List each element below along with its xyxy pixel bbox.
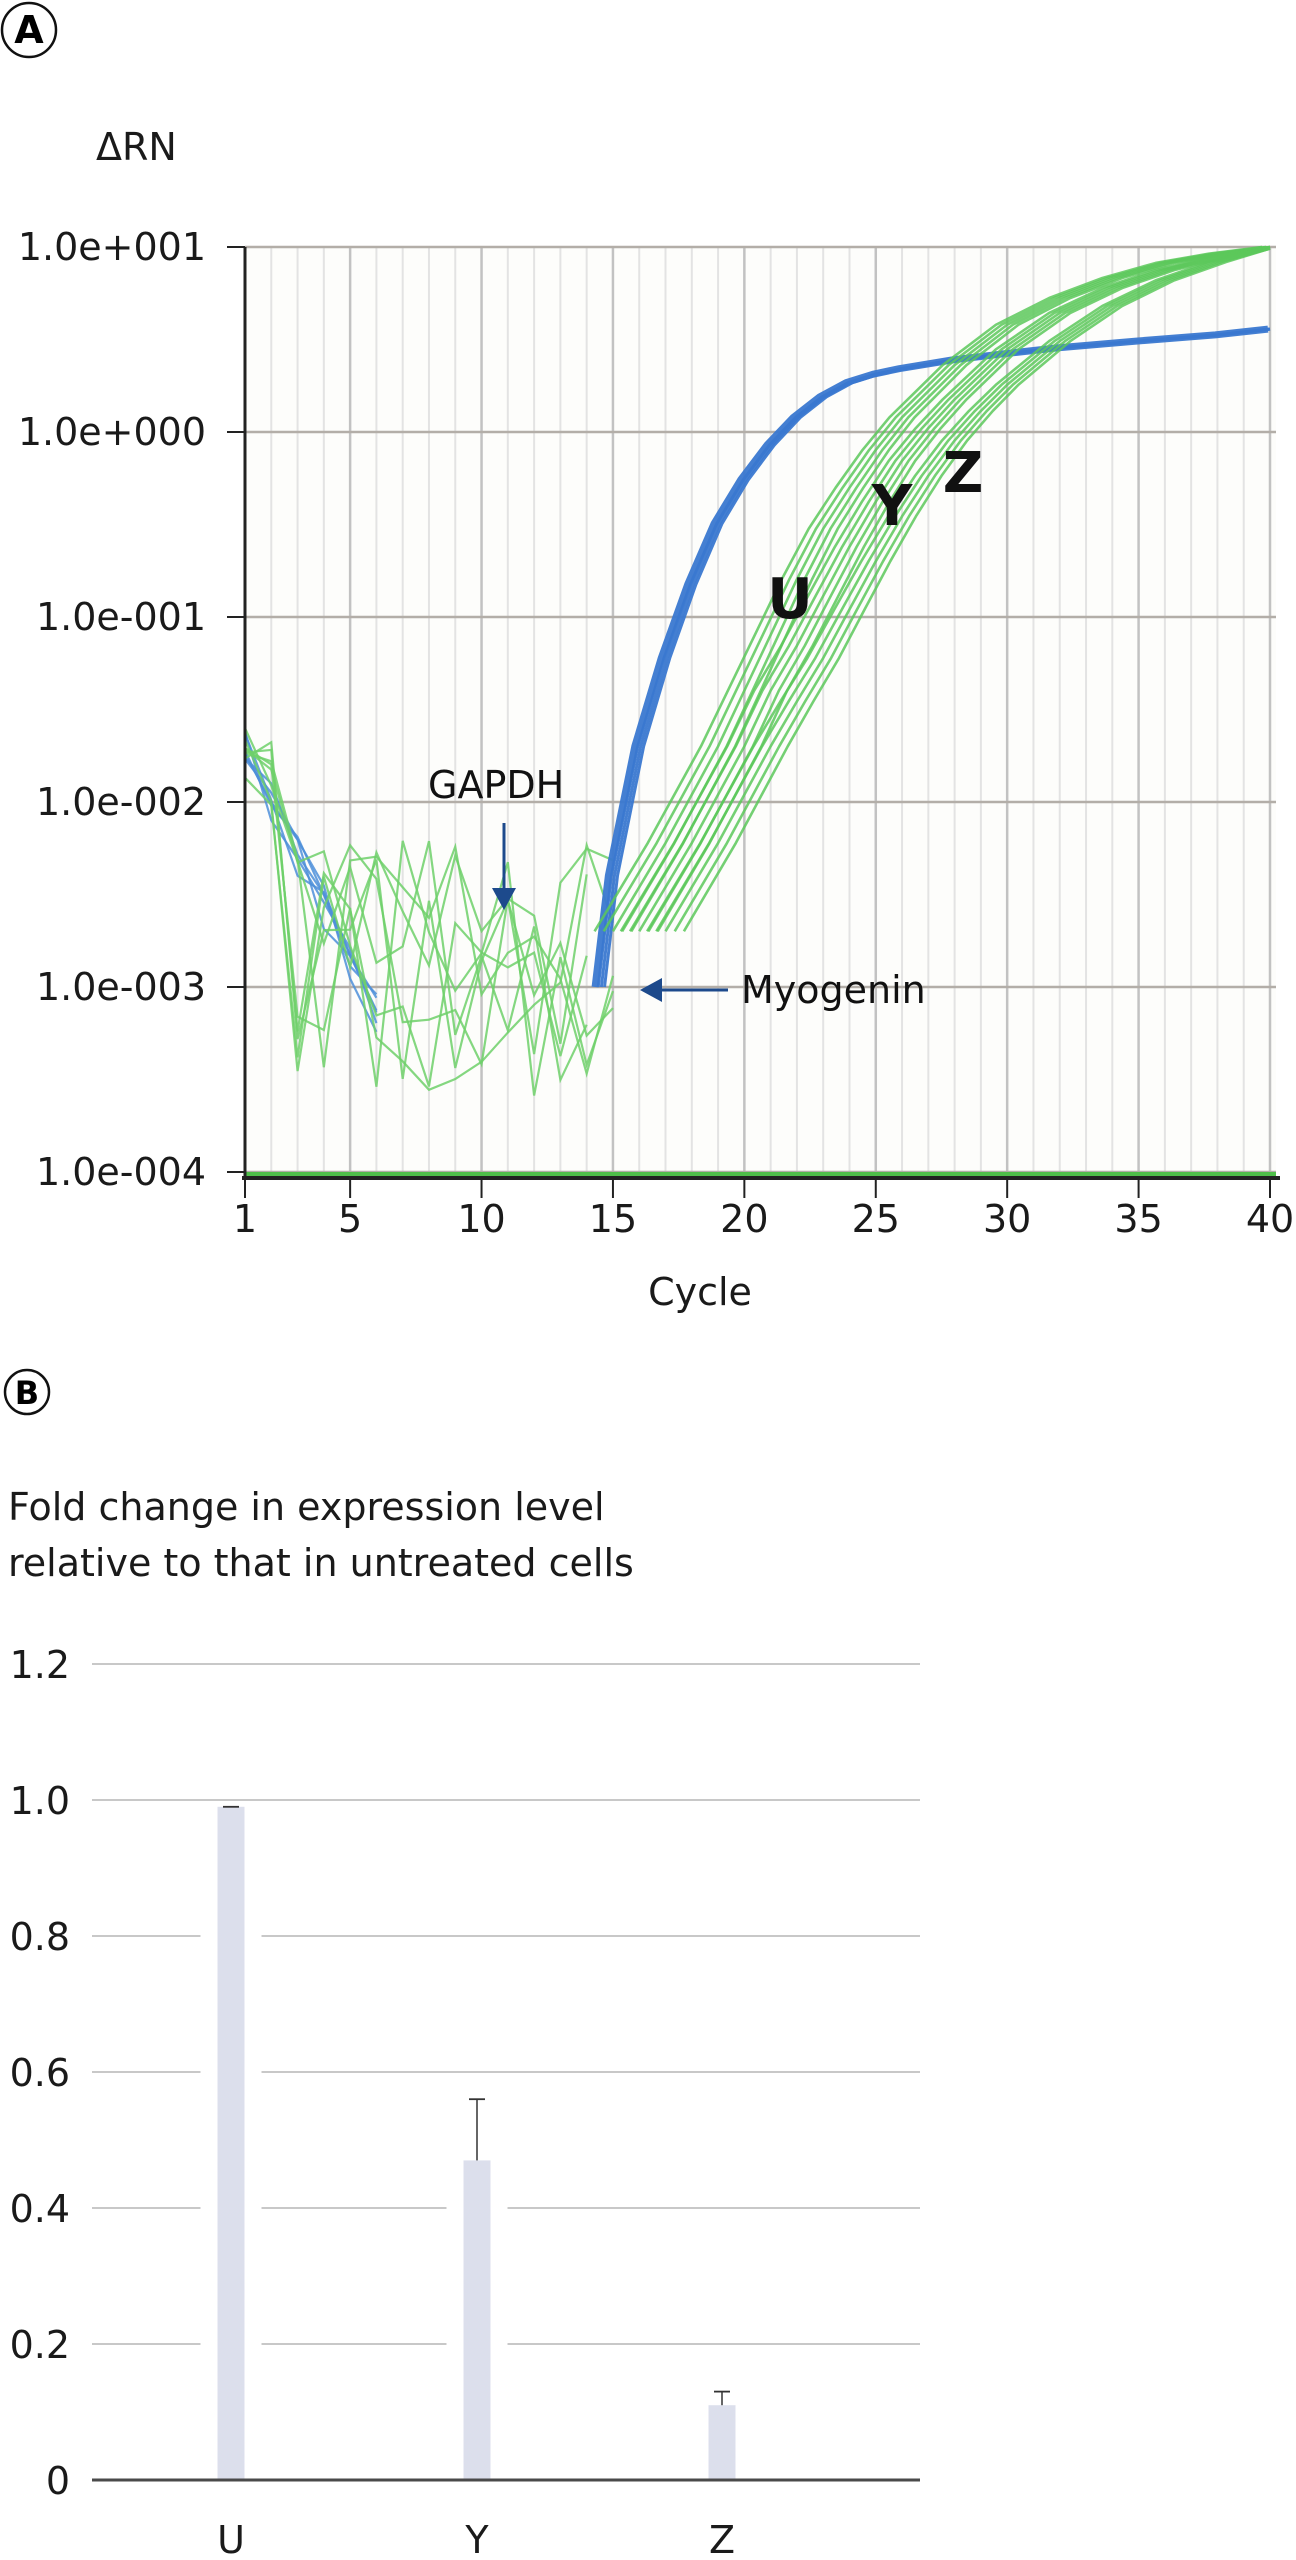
myogenin-curve-z [664,247,1271,932]
plot-b-y-ticks: 0 0.2 0.4 0.6 0.8 1.0 1.2 [10,1643,70,2503]
gapdh-baseline-trace [244,758,378,999]
panel-a-letter: A [14,8,44,52]
myogenin-curve-y [656,245,1271,932]
y-tick-label: 0.4 [10,2187,70,2231]
y-tick-label: 1.0e+001 [18,225,206,269]
myogenin-baseline-trace [244,776,588,1058]
y-tick-label: 1.0e+000 [18,410,206,454]
y-tick-label: 0.6 [10,2051,70,2095]
y-tick-label: 1.0e-002 [36,780,206,824]
y-tick-label: 0.8 [10,1915,70,1959]
x-category-label: U [217,2518,245,2560]
myogenin-baseline-trace [244,751,615,1078]
panel-a-badge: A [0,1,58,59]
panel-b-badge: B [3,1368,51,1416]
myogenin-curve-z [646,247,1263,932]
y-axis-title-a: ΔRN [96,125,177,169]
bar-u [217,1806,245,2480]
x-tick-label: 15 [589,1197,637,1241]
curve-label-z: Z [943,441,984,506]
myogenin-curve-y [647,245,1271,932]
plot-a-curves [243,245,1271,1096]
plot-b-bars [200,1805,753,2480]
myogenin-curve-z [655,247,1267,932]
plot-a-x-ticks: 1 5 10 15 20 25 30 35 40 [233,1178,1294,1241]
myogenin-baseline-trace [243,739,614,1072]
myogenin-curve-z [673,247,1271,932]
x-tick-label: 40 [1246,1197,1294,1241]
panel-b-circle [3,1368,51,1416]
y-tick-label: 0 [46,2459,70,2503]
x-tick-label: 10 [457,1197,505,1241]
myogenin-curve-y [638,245,1271,932]
gapdh-baseline-trace [244,753,378,1033]
plot-a-y-ticks: 1.0e+001 1.0e+000 1.0e-001 1.0e-002 1.0e-003… [18,225,245,1194]
x-tick-label: 35 [1114,1197,1162,1241]
x-tick-label: 5 [338,1197,362,1241]
x-tick-label: 20 [720,1197,768,1241]
myogenin-arrow-head [640,978,662,1002]
y-tick-label: 1.0 [10,1779,70,1823]
plot-a-axes [242,247,1280,1180]
myogenin-curve-y [619,245,1263,932]
myogenin-baseline-trace [243,727,588,1084]
y-tick-label: 1.0e-003 [36,965,206,1009]
myogenin-curve-y [628,245,1267,932]
gapdh-arrow-head [492,888,516,910]
x-category-label: Y [464,2518,489,2560]
x-tick-label: 30 [983,1197,1031,1241]
bar-z [708,2405,736,2480]
chart-b-title-line2: relative to that in untreated cells [8,1541,634,1585]
x-axis-title-a: Cycle [648,1270,752,1314]
myogenin-curve-z [682,247,1271,932]
myogenin-curve-u [593,245,1263,932]
myogenin-curve-u [602,245,1267,932]
myogenin-curve-u [611,245,1271,932]
y-tick-label: 1.0e-004 [36,1150,206,1194]
curve-label-y: Y [871,474,914,539]
x-tick-label: 25 [852,1197,900,1241]
x-tick-label: 1 [233,1197,257,1241]
curve-label-u: U [767,567,812,632]
myogenin-baseline-trace [244,747,588,1087]
myogenin-arrow [640,978,728,1002]
myogenin-baseline-trace [244,748,614,1092]
y-tick-label: 1.2 [10,1643,70,1687]
gapdh-arrow [492,823,516,910]
bar-y [463,2160,491,2480]
gapdh-baseline-trace [244,757,378,996]
panel-b-letter: B [15,1374,39,1412]
y-tick-label: 0.2 [10,2323,70,2367]
chart-b-title-line1: Fold change in expression level [8,1485,605,1529]
x-category-label: Z [709,2518,735,2560]
y-tick-label: 1.0e-001 [36,595,206,639]
gapdh-label: GAPDH [428,763,564,807]
panel-a-circle [0,1,58,59]
myogenin-label: Myogenin [741,968,926,1012]
